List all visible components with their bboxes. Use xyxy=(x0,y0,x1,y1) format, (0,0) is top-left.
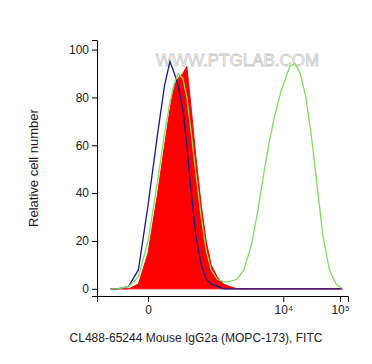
y-tick-label: 80 xyxy=(76,91,90,105)
x-tick-mark xyxy=(340,296,341,302)
y-tick: 40 xyxy=(76,186,97,200)
x-axis-title: CL488-65244 Mouse IgG2a (MOPC-173), FITC xyxy=(70,331,323,345)
histogram-area xyxy=(111,66,343,289)
x-tick-label: 10⁴ xyxy=(275,303,294,317)
y-axis-line xyxy=(92,41,98,297)
y-tick: 80 xyxy=(76,91,97,105)
y-tick-mark xyxy=(92,241,97,242)
y-tick-mark xyxy=(92,97,97,98)
y-tick-mark xyxy=(92,145,97,146)
y-tick-mark xyxy=(92,193,97,194)
x-tick-mark xyxy=(148,296,149,302)
x-tick-label: 10⁵ xyxy=(331,303,349,317)
y-tick-label: 0 xyxy=(82,282,89,296)
histogram-line xyxy=(111,64,343,289)
y-tick: 60 xyxy=(76,139,97,153)
y-tick-label: 60 xyxy=(76,139,90,153)
y-tick-label: 20 xyxy=(76,234,90,248)
watermark: WWW.PTGLAB.COM xyxy=(156,51,319,70)
x-tick: 10⁵ xyxy=(331,296,349,317)
y-tick-mark xyxy=(92,50,97,51)
y-tick-mark xyxy=(92,289,97,290)
y-tick: 100 xyxy=(69,43,97,57)
x-tick: 10⁴ xyxy=(275,296,294,317)
y-tick-label: 40 xyxy=(76,186,90,200)
histogram-line xyxy=(111,62,343,289)
x-tick-mark xyxy=(283,296,284,302)
chart: WWW.PTGLAB.COM 0 20 40 60 80 100 0 10⁴ 10⁵ Relativ… xyxy=(0,0,372,364)
x-axis-line xyxy=(98,297,349,303)
y-axis: 0 20 40 60 80 100 xyxy=(69,41,98,297)
x-tick: 0 xyxy=(145,296,152,317)
x-tick-label: 0 xyxy=(145,303,152,317)
y-tick: 20 xyxy=(76,234,97,248)
y-axis-title: Relative cell number xyxy=(26,108,41,226)
y-tick-label: 100 xyxy=(69,43,89,57)
y-tick: 0 xyxy=(82,282,97,296)
plot-area xyxy=(111,62,343,289)
x-axis: 0 10⁴ 10⁵ xyxy=(98,296,350,317)
